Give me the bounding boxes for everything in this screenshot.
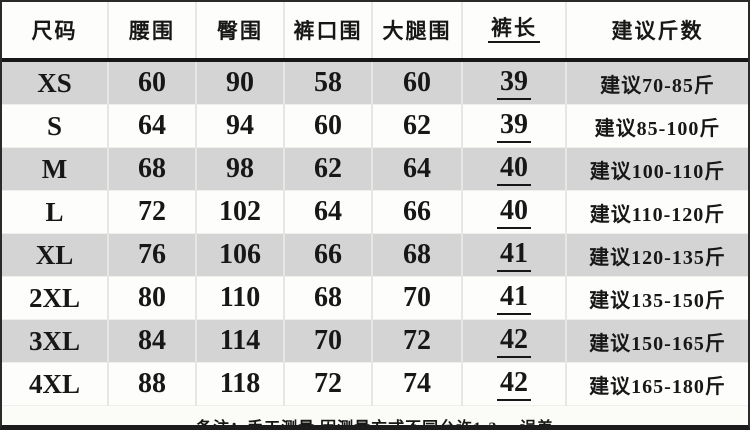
length-cell: 41 [462, 276, 567, 320]
size-cell: L [2, 190, 109, 234]
length-cell: 40 [462, 190, 567, 234]
header-thigh-label: 大腿围 [382, 20, 452, 43]
waist-cell: 60 [108, 60, 197, 105]
cuff-cell: 70 [284, 319, 373, 363]
header-cuff: 裤口围 [284, 2, 373, 62]
hip-cell: 102 [196, 190, 285, 234]
measurement-note: 备注：手工测量,因测量方式不同允许1-3cm误差 [2, 405, 748, 425]
advice-cell: 建议165-180斤 [566, 362, 748, 406]
length-cell: 41 [462, 233, 567, 277]
header-hip: 臀围 [196, 2, 285, 62]
length-value: 39 [497, 67, 531, 100]
hip-cell: 98 [196, 147, 285, 191]
cuff-cell: 66 [284, 233, 373, 277]
header-advice-label: 建议斤数 [611, 20, 704, 43]
hip-cell: 118 [196, 362, 285, 406]
hip-cell: 94 [196, 104, 285, 148]
header-waist: 腰围 [108, 2, 197, 62]
size-cell: 2XL [2, 276, 109, 320]
table-row-m: M 68 98 62 64 40 建议100-110斤 [2, 147, 748, 191]
table-row-2xl: 2XL 80 110 68 70 41 建议135-150斤 [2, 276, 748, 320]
length-value: 40 [497, 196, 531, 229]
cuff-cell: 62 [284, 147, 373, 191]
table-row-s: S 64 94 60 62 39 建议85-100斤 [2, 104, 748, 148]
hip-cell: 106 [196, 233, 285, 277]
cuff-cell: 72 [284, 362, 373, 406]
advice-cell: 建议70-85斤 [566, 60, 748, 105]
size-cell: XS [2, 60, 109, 105]
thigh-cell: 68 [372, 233, 463, 277]
cuff-cell: 58 [284, 60, 373, 105]
length-cell: 40 [462, 147, 567, 191]
hip-cell: 90 [196, 60, 285, 105]
size-cell: 4XL [2, 362, 109, 406]
waist-cell: 80 [108, 276, 197, 320]
header-cuff-label: 裤口围 [293, 20, 363, 43]
cuff-cell: 68 [284, 276, 373, 320]
waist-cell: 68 [108, 147, 197, 191]
waist-cell: 64 [108, 104, 197, 148]
hip-cell: 110 [196, 276, 285, 320]
thigh-cell: 60 [372, 60, 463, 105]
size-cell: S [2, 104, 109, 148]
length-cell: 42 [462, 319, 567, 363]
header-length: 裤长 [462, 2, 567, 62]
advice-cell: 建议110-120斤 [566, 190, 748, 234]
table-header: 尺码 腰围 臀围 裤口围 大腿围 裤长 建议斤数 [2, 2, 748, 62]
thigh-cell: 66 [372, 190, 463, 234]
table-row-3xl: 3XL 84 114 70 72 42 建议150-165斤 [2, 319, 748, 363]
header-size-label: 尺码 [31, 20, 78, 43]
header-size: 尺码 [2, 2, 109, 62]
cuff-cell: 60 [284, 104, 373, 148]
note-row: 备注：手工测量,因测量方式不同允许1-3cm误差 [2, 405, 748, 425]
size-cell: XL [2, 233, 109, 277]
header-row: 尺码 腰围 臀围 裤口围 大腿围 裤长 建议斤数 [2, 2, 748, 62]
length-value: 39 [497, 110, 531, 143]
hip-cell: 114 [196, 319, 285, 363]
header-hip-label: 臀围 [217, 20, 263, 43]
length-value: 40 [497, 153, 531, 186]
table-row-l: L 72 102 64 66 40 建议110-120斤 [2, 190, 748, 234]
length-value: 41 [497, 282, 531, 315]
advice-cell: 建议135-150斤 [566, 276, 748, 320]
header-waist-label: 腰围 [129, 20, 175, 43]
advice-cell: 建议100-110斤 [566, 147, 748, 191]
advice-cell: 建议120-135斤 [566, 233, 748, 277]
cuff-cell: 64 [284, 190, 373, 234]
advice-cell: 建议85-100斤 [566, 104, 748, 148]
waist-cell: 84 [108, 319, 197, 363]
length-cell: 39 [462, 60, 567, 105]
length-cell: 42 [462, 362, 567, 406]
waist-cell: 88 [108, 362, 197, 406]
thigh-cell: 72 [372, 319, 463, 363]
thigh-cell: 74 [372, 362, 463, 406]
table-body: XS 60 90 58 60 39 建议70-85斤 S 64 94 60 62… [2, 60, 748, 425]
size-cell: M [2, 147, 109, 191]
header-advice: 建议斤数 [566, 2, 748, 62]
table-row-xl: XL 76 106 66 68 41 建议120-135斤 [2, 233, 748, 277]
length-value: 42 [497, 325, 531, 358]
advice-cell: 建议150-165斤 [566, 319, 748, 363]
thigh-cell: 64 [372, 147, 463, 191]
length-cell: 39 [462, 104, 567, 148]
header-thigh: 大腿围 [372, 2, 463, 62]
length-value: 42 [497, 368, 531, 401]
thigh-cell: 62 [372, 104, 463, 148]
header-length-label: 裤长 [488, 17, 540, 44]
waist-cell: 72 [108, 190, 197, 234]
thigh-cell: 70 [372, 276, 463, 320]
length-value: 41 [497, 239, 531, 272]
table-row-4xl: 4XL 88 118 72 74 42 建议165-180斤 [2, 362, 748, 406]
waist-cell: 76 [108, 233, 197, 277]
table-row-xs: XS 60 90 58 60 39 建议70-85斤 [2, 60, 748, 105]
size-cell: 3XL [2, 319, 109, 363]
